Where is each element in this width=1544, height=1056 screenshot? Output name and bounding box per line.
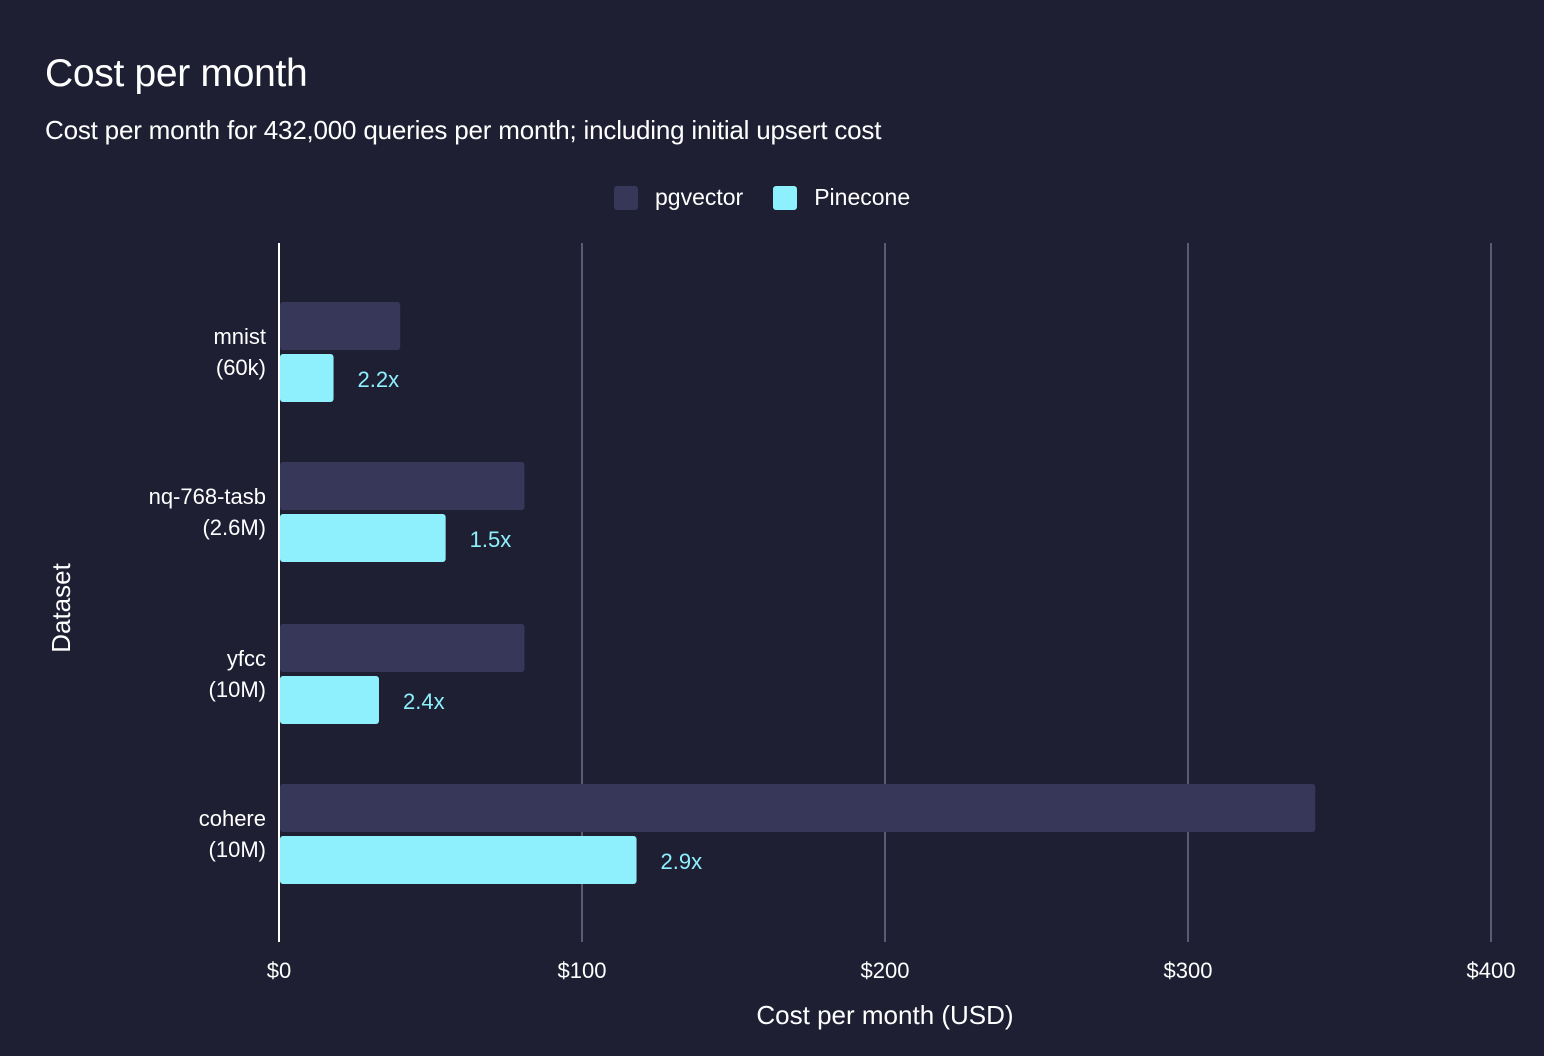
x-tick-label: $200	[861, 958, 910, 983]
category-size-label: (10M)	[209, 677, 266, 702]
category-label: nq-768-tasb	[149, 484, 266, 509]
category-label: mnist	[213, 324, 266, 349]
category-size-label: (10M)	[209, 837, 266, 862]
ratio-label: 1.5x	[470, 527, 512, 552]
legend-swatch-pinecone	[773, 185, 798, 210]
ratio-label: 2.9x	[661, 849, 703, 874]
bar-pinecone-mnist[interactable]	[280, 354, 334, 402]
category-label: yfcc	[227, 646, 266, 671]
category-label: cohere	[199, 806, 266, 831]
bar-pgvector-cohere[interactable]	[280, 784, 1316, 832]
bar-pinecone-nq-768-tasb[interactable]	[280, 514, 446, 562]
legend-item-pinecone[interactable]: Pinecone	[773, 184, 910, 211]
chart-title: Cost per month	[45, 52, 308, 95]
legend-label-pgvector: pgvector	[655, 184, 744, 210]
ratio-label: 2.4x	[403, 689, 445, 714]
category-size-label: (60k)	[216, 355, 266, 380]
x-tick-label: $100	[558, 958, 607, 983]
gridlines	[581, 243, 1492, 942]
legend-item-pgvector[interactable]: pgvector	[614, 184, 743, 211]
bar-pgvector-nq-768-tasb[interactable]	[280, 462, 525, 510]
bar-pgvector-mnist[interactable]	[280, 302, 401, 350]
x-tick-label: $400	[1467, 958, 1516, 983]
x-tick-label: $0	[267, 958, 291, 983]
x-axis-title: Cost per month (USD)	[756, 1000, 1013, 1030]
x-tick-labels: $0 $100 $200 $300 $400	[267, 958, 1516, 983]
bars	[280, 302, 1316, 884]
ratio-labels: 2.2x 1.5x 2.4x 2.9x	[358, 367, 703, 874]
bar-pinecone-cohere[interactable]	[280, 836, 637, 884]
category-size-label: (2.6M)	[202, 515, 266, 540]
chart-subtitle: Cost per month for 432,000 queries per m…	[45, 115, 882, 145]
x-tick-label: $300	[1164, 958, 1213, 983]
legend-swatch-pgvector	[614, 185, 638, 210]
bar-pgvector-yfcc[interactable]	[280, 624, 525, 672]
y-axis-title: Dataset	[46, 562, 76, 652]
ratio-label: 2.2x	[358, 367, 400, 392]
category-labels: mnist (60k) nq-768-tasb (2.6M) yfcc (10M) cohe…	[149, 324, 266, 862]
legend-label-pinecone: Pinecone	[814, 184, 911, 210]
legend: pgvector Pinecone	[614, 184, 940, 211]
bar-pinecone-yfcc[interactable]	[280, 676, 379, 724]
